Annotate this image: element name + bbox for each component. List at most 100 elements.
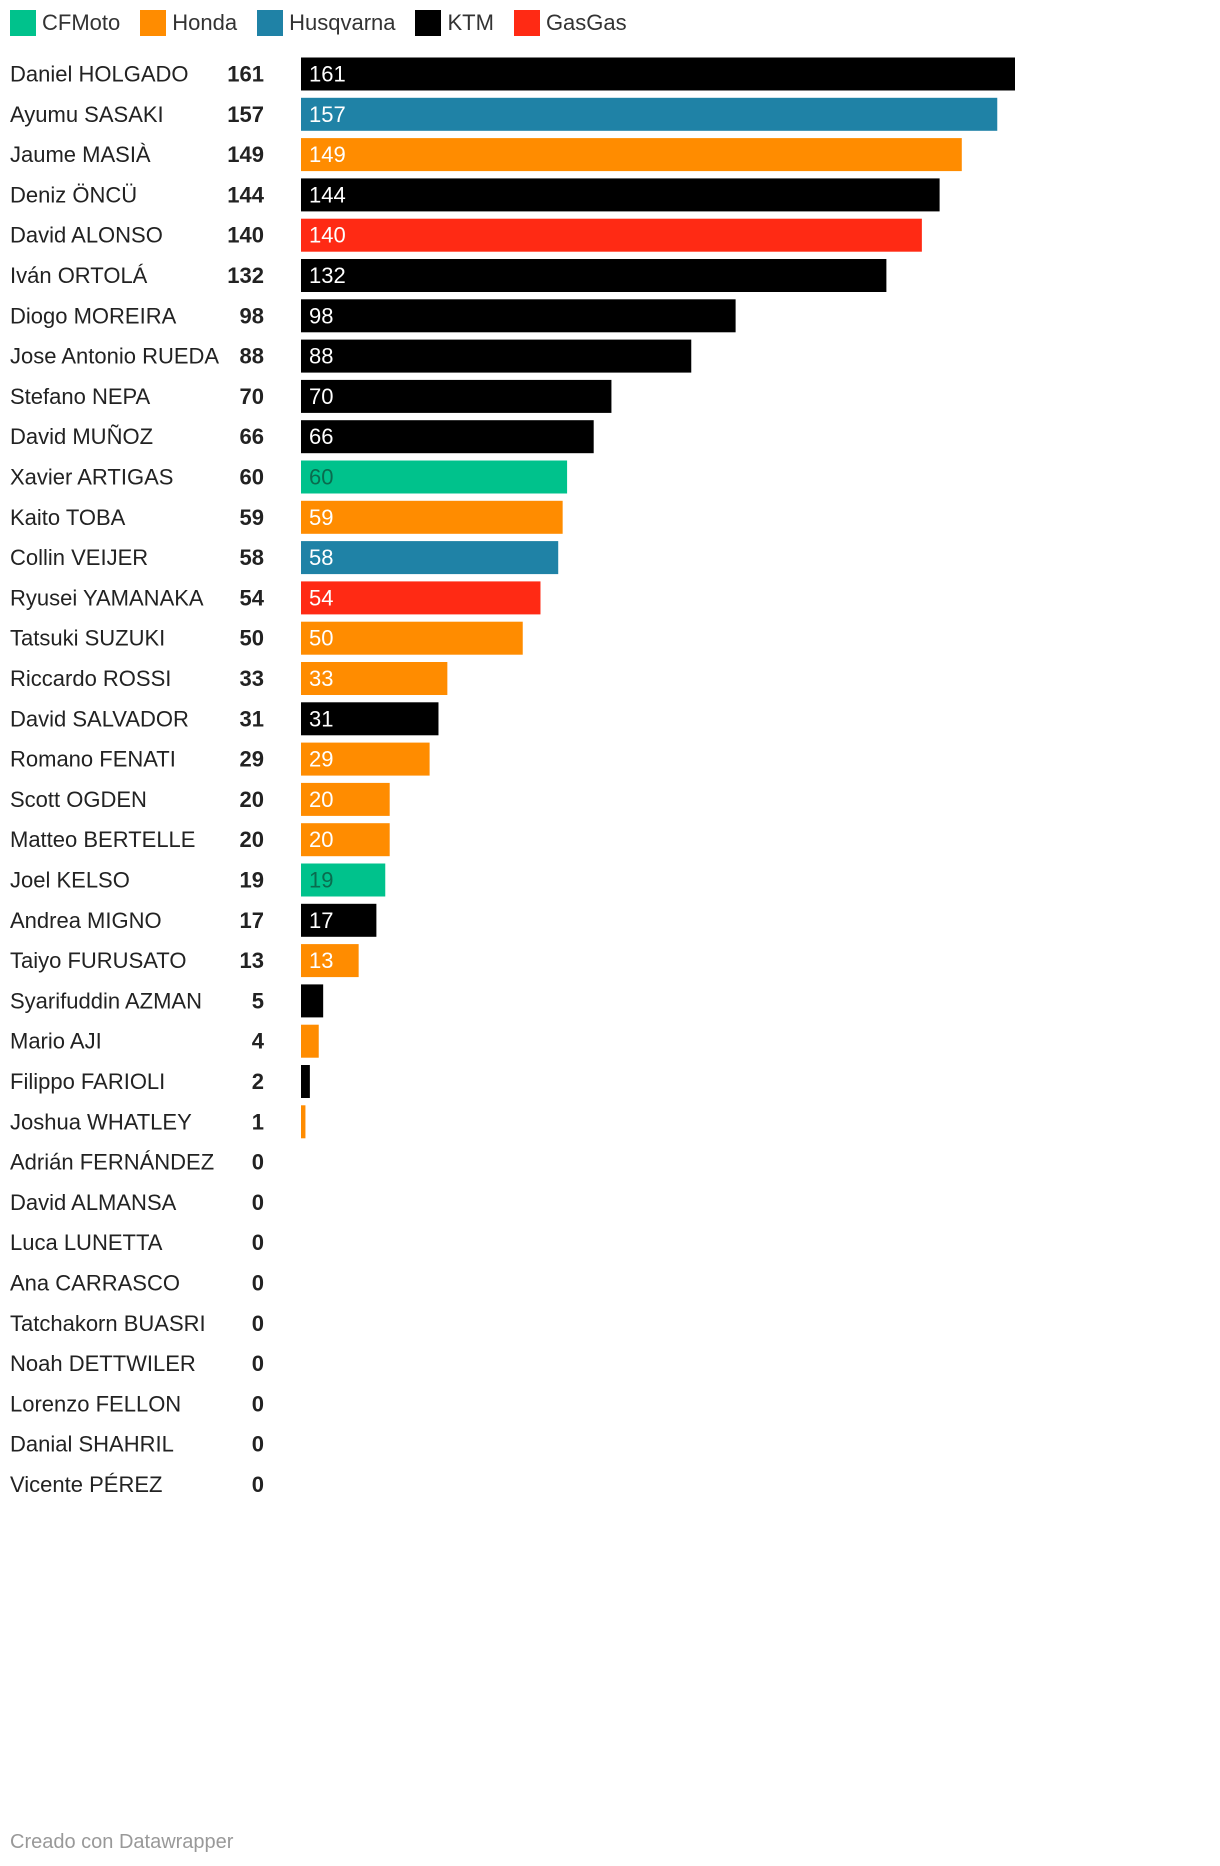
points-value: 2	[252, 1069, 264, 1094]
bar-row: Joshua WHATLEY 1	[10, 1105, 306, 1139]
points-value: 88	[240, 344, 264, 369]
bar	[301, 662, 448, 695]
points-value: 5	[252, 988, 264, 1013]
bar-row: Tatsuki SUZUKI 50 50	[10, 621, 523, 655]
bar-row: Luca LUNETTA 0	[10, 1230, 264, 1255]
bar	[301, 742, 430, 776]
rider-name: Tatsuki SUZUKI	[10, 626, 165, 651]
bar	[301, 460, 568, 494]
rider-name: Luca LUNETTA	[10, 1230, 163, 1255]
rider-name: David ALONSO	[10, 223, 163, 248]
points-value: 0	[252, 1150, 264, 1175]
bar-row: Matteo BERTELLE 20 20	[10, 823, 390, 857]
bar	[301, 702, 439, 736]
bar	[301, 57, 1015, 91]
rider-name: Matteo BERTELLE	[10, 827, 195, 852]
bar-value-label: 60	[309, 465, 333, 490]
bar-value-label: 20	[309, 827, 333, 852]
bar-chart: Daniel HOLGADO 161 161 Ayumu SASAKI 157 157 Ja…	[10, 57, 1015, 1497]
points-value: 0	[252, 1190, 264, 1215]
bar	[301, 500, 563, 534]
points-value: 33	[240, 666, 264, 691]
bar-value-label: 31	[309, 706, 333, 731]
rider-name: Riccardo ROSSI	[10, 666, 171, 691]
bar-row: Mario AJI 4	[10, 1024, 319, 1058]
bar	[301, 138, 962, 172]
bar-value-label: 50	[309, 626, 333, 651]
bar-value-label: 98	[309, 303, 333, 328]
bar	[301, 984, 324, 1018]
points-value: 29	[240, 747, 264, 772]
rider-name: Jaume MASIÀ	[10, 142, 151, 167]
legend-item-husqvarna: Husqvarna	[257, 10, 395, 36]
rider-name: Danial SHAHRIL	[10, 1432, 174, 1457]
rider-name: Deniz ÖNCÜ	[10, 182, 137, 207]
rider-name: Collin VEIJER	[10, 545, 148, 570]
rider-name: Ayumu SASAKI	[10, 102, 164, 127]
bar-row: Collin VEIJER 58 58	[10, 541, 559, 575]
bar-value-label: 144	[309, 182, 346, 207]
rider-name: Joshua WHATLEY	[10, 1109, 192, 1134]
rider-name: Tatchakorn BUASRI	[10, 1311, 206, 1336]
points-value: 0	[252, 1271, 264, 1296]
bar	[301, 903, 377, 937]
legend-swatch	[257, 10, 284, 36]
bar-value-label: 58	[309, 545, 333, 570]
points-value: 19	[240, 868, 264, 893]
bar	[301, 1065, 310, 1098]
points-value: 20	[240, 827, 264, 852]
points-value: 31	[240, 706, 264, 731]
bar-row: Xavier ARTIGAS 60 60	[10, 460, 568, 494]
points-value: 20	[240, 787, 264, 812]
points-value: 59	[240, 505, 264, 530]
points-value: 161	[227, 62, 264, 87]
bar-row: Scott OGDEN 20 20	[10, 782, 390, 816]
rider-name: Mario AJI	[10, 1029, 102, 1054]
points-value: 0	[252, 1432, 264, 1457]
rider-name: Adrián FERNÁNDEZ	[10, 1150, 214, 1175]
rider-name: Xavier ARTIGAS	[10, 465, 173, 490]
bar-row: Romano FENATI 29 29	[10, 742, 430, 776]
bar-row: Noah DETTWILER 0	[10, 1351, 264, 1376]
bar-row: Jaume MASIÀ 149 149	[10, 138, 962, 172]
footer-credit[interactable]: Creado con Datawrapper	[10, 1831, 234, 1853]
bar-row: Deniz ÖNCÜ 144 144	[10, 178, 940, 212]
rider-name: Stefano NEPA	[10, 384, 151, 409]
rider-name: Andrea MIGNO	[10, 908, 162, 933]
points-value: 0	[252, 1391, 264, 1416]
rider-name: Jose Antonio RUEDA	[10, 344, 219, 369]
bar-row: Ayumu SASAKI 157 157	[10, 97, 998, 131]
rider-name: David SALVADOR	[10, 706, 189, 731]
bar-row: Syarifuddin AZMAN 5	[10, 984, 324, 1018]
bar	[301, 823, 390, 857]
legend-swatch	[140, 10, 167, 36]
bar-row: Riccardo ROSSI 33 33	[10, 662, 448, 695]
bar-value-label: 66	[309, 424, 333, 449]
bar-row: Vicente PÉREZ 0	[10, 1472, 264, 1497]
points-value: 149	[227, 142, 264, 167]
points-value: 0	[252, 1230, 264, 1255]
bar-row: Danial SHAHRIL 0	[10, 1432, 264, 1457]
points-value: 17	[240, 908, 264, 933]
legend-label: Honda	[172, 10, 238, 35]
rider-name: Daniel HOLGADO	[10, 62, 189, 87]
points-value: 60	[240, 465, 264, 490]
bar-row: Tatchakorn BUASRI 0	[10, 1311, 264, 1336]
bar-row: Jose Antonio RUEDA 88 88	[10, 339, 692, 373]
bar	[301, 339, 692, 373]
legend-label: GasGas	[545, 10, 627, 35]
points-value: 66	[240, 424, 264, 449]
rider-name: Lorenzo FELLON	[10, 1391, 181, 1416]
bar-row: Lorenzo FELLON 0	[10, 1391, 264, 1416]
bar-value-label: 19	[309, 868, 333, 893]
bar-row: Ana CARRASCO 0	[10, 1271, 264, 1296]
points-value: 1	[252, 1109, 264, 1134]
bar-row: Adrián FERNÁNDEZ 0	[10, 1150, 264, 1175]
rider-name: Noah DETTWILER	[10, 1351, 196, 1376]
points-value: 50	[240, 626, 264, 651]
bar	[301, 178, 940, 212]
rider-name: David MUÑOZ	[10, 424, 153, 449]
bar	[301, 299, 736, 333]
points-value: 0	[252, 1311, 264, 1336]
bar-row: Iván ORTOLÁ 132 132	[10, 259, 887, 292]
